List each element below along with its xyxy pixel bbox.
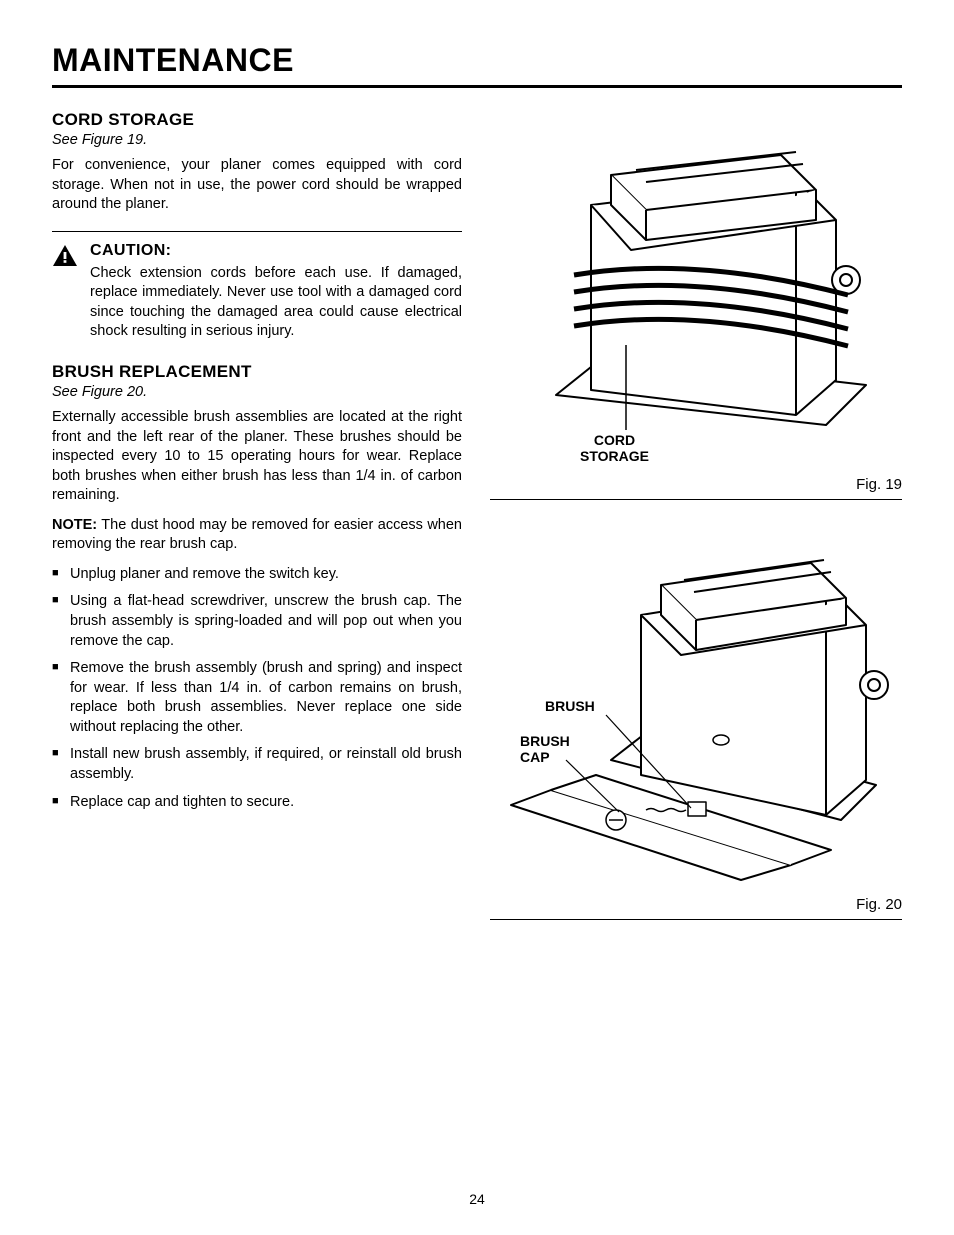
cord-storage-heading: CORD STORAGE bbox=[52, 110, 462, 130]
right-column: CORDSTORAGE Fig. 19 bbox=[490, 110, 902, 950]
cord-storage-body: For convenience, your planer comes equip… bbox=[52, 156, 462, 215]
page-title: MAINTENANCE bbox=[52, 42, 902, 88]
brush-steps-list: Unplug planer and remove the switch key.… bbox=[52, 565, 462, 812]
figure-19-caption: Fig. 19 bbox=[490, 476, 902, 493]
callout-brush-cap: BRUSHCAP bbox=[520, 733, 570, 765]
warning-icon bbox=[52, 242, 78, 342]
content-columns: CORD STORAGE See Figure 19. For convenie… bbox=[52, 110, 902, 950]
cord-storage-see-fig: See Figure 19. bbox=[52, 132, 462, 148]
figure-20-block: BRUSH BRUSHCAP Fig. 20 bbox=[490, 530, 902, 920]
brush-note-label: NOTE: bbox=[52, 517, 97, 533]
brush-p1: Externally accessible brush assemblies a… bbox=[52, 408, 462, 506]
list-item: Replace cap and tighten to secure. bbox=[52, 793, 462, 813]
list-item: Remove the brush assembly (brush and spr… bbox=[52, 659, 462, 737]
caution-block: CAUTION: Check extension cords before ea… bbox=[52, 231, 462, 342]
callout-cord-storage: CORDSTORAGE bbox=[580, 432, 649, 464]
list-item: Install new brush assembly, if required,… bbox=[52, 745, 462, 784]
list-item: Unplug planer and remove the switch key. bbox=[52, 565, 462, 585]
brush-heading: BRUSH REPLACEMENT bbox=[52, 362, 462, 382]
figure-19-block: CORDSTORAGE Fig. 19 bbox=[490, 110, 902, 500]
callout-brush: BRUSH bbox=[545, 698, 595, 714]
brush-see-fig: See Figure 20. bbox=[52, 384, 462, 400]
figure-19-illustration: CORDSTORAGE bbox=[490, 110, 902, 470]
page-number: 24 bbox=[0, 1191, 954, 1207]
left-column: CORD STORAGE See Figure 19. For convenie… bbox=[52, 110, 462, 950]
figure-20-illustration: BRUSH BRUSHCAP bbox=[490, 530, 902, 890]
figure-20-caption: Fig. 20 bbox=[490, 896, 902, 913]
caution-label: CAUTION: bbox=[90, 242, 462, 260]
list-item: Using a flat-head screwdriver, unscrew t… bbox=[52, 592, 462, 651]
brush-note-text: The dust hood may be removed for easier … bbox=[52, 517, 462, 553]
brush-note: NOTE: The dust hood may be removed for e… bbox=[52, 516, 462, 555]
caution-text: Check extension cords before each use. I… bbox=[90, 264, 462, 342]
